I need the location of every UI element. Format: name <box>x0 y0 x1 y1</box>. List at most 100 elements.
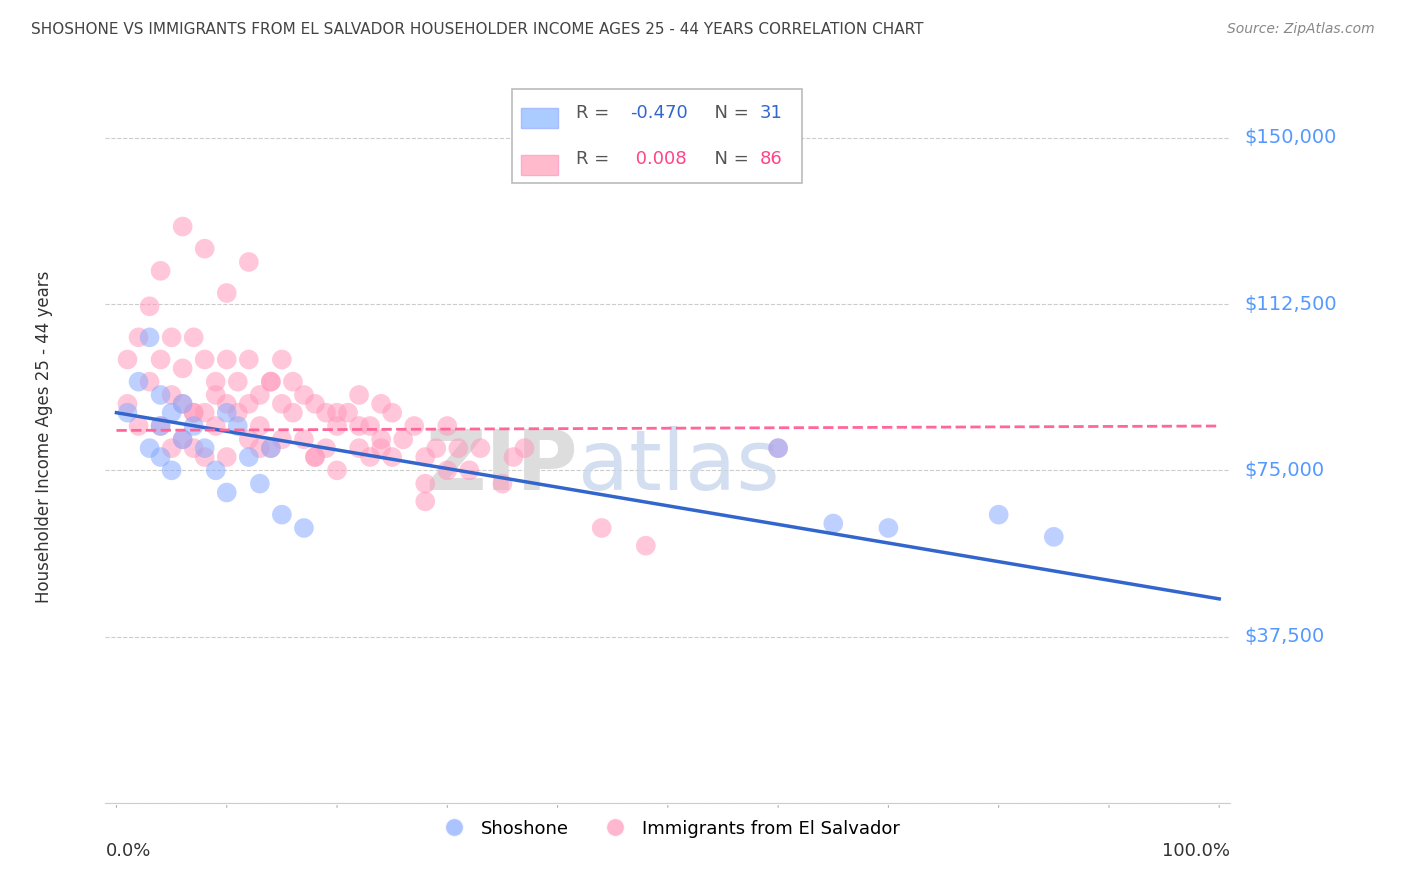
Text: N =: N = <box>703 150 754 168</box>
Text: 86: 86 <box>761 150 783 168</box>
Text: R =: R = <box>575 150 614 168</box>
Point <box>436 463 458 477</box>
Point <box>238 397 260 411</box>
Point <box>160 330 183 344</box>
Point <box>194 441 217 455</box>
Point <box>117 352 139 367</box>
Text: 31: 31 <box>761 104 783 122</box>
Point <box>381 406 404 420</box>
Point <box>128 330 150 344</box>
Text: SHOSHONE VS IMMIGRANTS FROM EL SALVADOR HOUSEHOLDER INCOME AGES 25 - 44 YEARS CO: SHOSHONE VS IMMIGRANTS FROM EL SALVADOR … <box>31 22 924 37</box>
Point <box>215 397 238 411</box>
Text: 0.008: 0.008 <box>630 150 686 168</box>
FancyBboxPatch shape <box>512 89 803 183</box>
Point <box>491 476 513 491</box>
Point <box>226 419 249 434</box>
Point <box>315 441 337 455</box>
Point <box>370 397 392 411</box>
Point <box>292 388 315 402</box>
Point <box>359 450 381 464</box>
Point <box>249 476 271 491</box>
Point <box>117 397 139 411</box>
Text: $150,000: $150,000 <box>1244 128 1337 147</box>
Point <box>226 375 249 389</box>
Point <box>160 406 183 420</box>
Point <box>413 450 436 464</box>
Point <box>160 463 183 477</box>
Point <box>404 419 426 434</box>
Point <box>347 419 370 434</box>
Text: N =: N = <box>703 104 754 122</box>
Point <box>270 352 292 367</box>
Point <box>270 397 292 411</box>
Point <box>138 441 160 455</box>
Point <box>766 441 789 455</box>
Point <box>194 242 217 256</box>
Point <box>347 441 370 455</box>
Point <box>281 406 304 420</box>
Point <box>304 397 326 411</box>
Point <box>877 521 900 535</box>
Point <box>238 432 260 446</box>
Point <box>215 450 238 464</box>
Point <box>194 450 217 464</box>
Text: $112,500: $112,500 <box>1244 294 1337 314</box>
Point <box>436 419 458 434</box>
Point <box>238 255 260 269</box>
Point <box>172 397 194 411</box>
Point <box>381 450 404 464</box>
Point <box>172 432 194 446</box>
Text: $75,000: $75,000 <box>1244 461 1324 480</box>
Point <box>172 432 194 446</box>
Point <box>392 432 415 446</box>
Point <box>292 521 315 535</box>
Point <box>183 419 205 434</box>
Point <box>823 516 845 531</box>
Point <box>260 375 283 389</box>
Point <box>183 406 205 420</box>
Point <box>326 419 349 434</box>
Point <box>337 406 360 420</box>
Point <box>513 441 536 455</box>
Point <box>270 508 292 522</box>
Point <box>249 419 271 434</box>
Point <box>766 441 789 455</box>
Point <box>149 388 172 402</box>
Point <box>987 508 1010 522</box>
Point <box>260 375 283 389</box>
Point <box>172 361 194 376</box>
Text: 100.0%: 100.0% <box>1163 842 1230 860</box>
Point <box>591 521 613 535</box>
Point <box>149 419 172 434</box>
Point <box>413 494 436 508</box>
Legend: Shoshone, Immigrants from El Salvador: Shoshone, Immigrants from El Salvador <box>429 813 907 845</box>
Point <box>160 441 183 455</box>
Text: ZIP: ZIP <box>426 425 578 507</box>
Point <box>226 406 249 420</box>
Text: -0.470: -0.470 <box>630 104 688 122</box>
Point <box>183 441 205 455</box>
FancyBboxPatch shape <box>522 108 558 128</box>
Point <box>138 330 160 344</box>
Point <box>215 352 238 367</box>
Point <box>270 432 292 446</box>
Point <box>128 419 150 434</box>
Point <box>172 219 194 234</box>
Point <box>138 299 160 313</box>
Point <box>249 441 271 455</box>
Point <box>149 352 172 367</box>
Point <box>238 352 260 367</box>
Text: Householder Income Ages 25 - 44 years: Householder Income Ages 25 - 44 years <box>35 271 52 603</box>
Point <box>470 441 492 455</box>
Point <box>117 406 139 420</box>
Point <box>215 485 238 500</box>
Point <box>304 450 326 464</box>
Point <box>458 463 481 477</box>
Point <box>183 330 205 344</box>
Point <box>370 432 392 446</box>
Point <box>304 450 326 464</box>
Point <box>149 264 172 278</box>
Point <box>138 375 160 389</box>
Point <box>1043 530 1066 544</box>
Point <box>292 432 315 446</box>
